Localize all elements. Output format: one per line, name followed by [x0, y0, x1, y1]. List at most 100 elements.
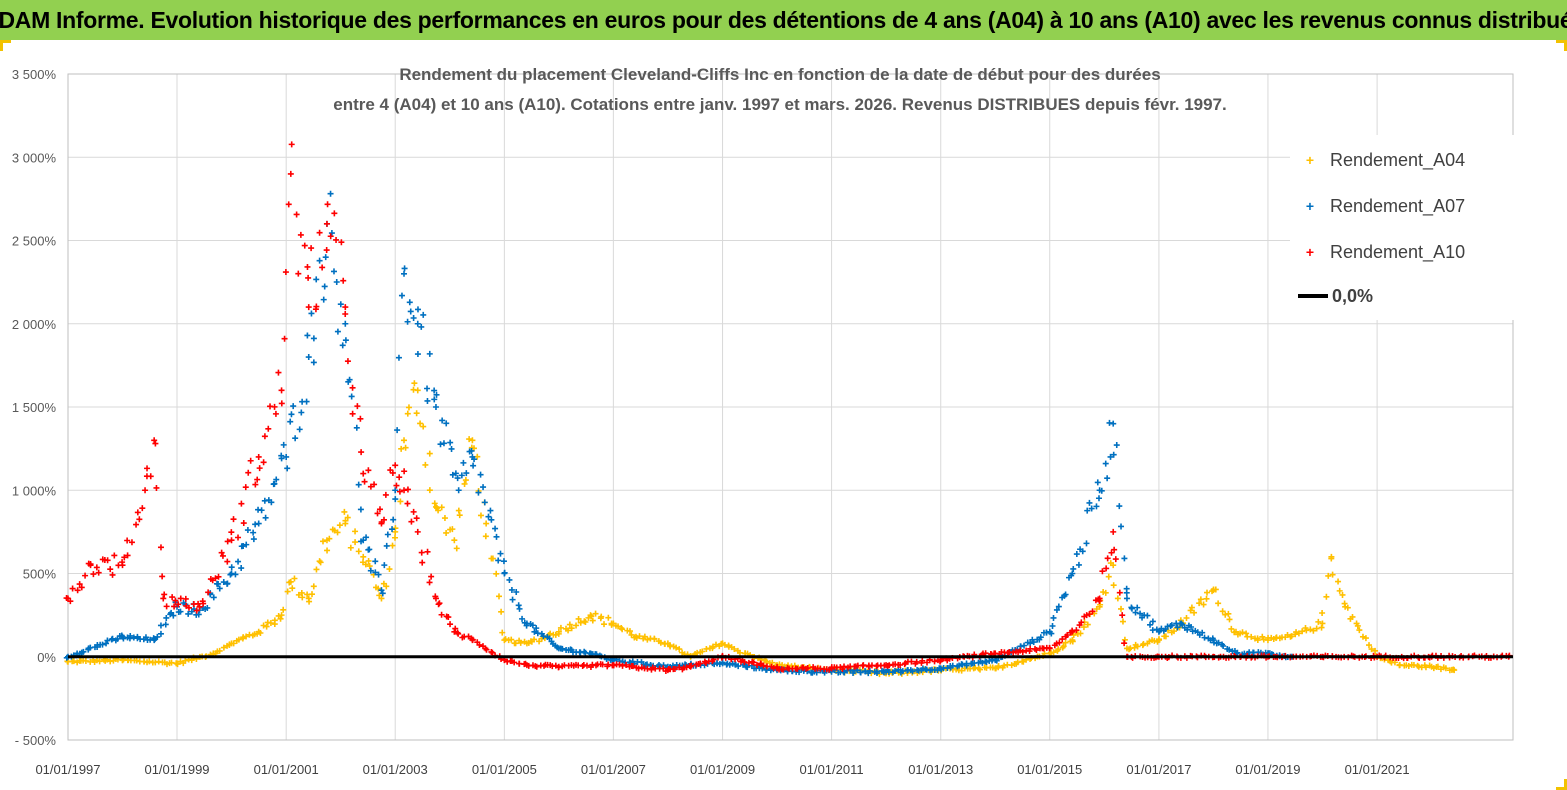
scatter-point: [1116, 503, 1123, 510]
scatter-point: [319, 538, 326, 545]
scatter-point: [1033, 647, 1040, 654]
scatter-point: [240, 520, 247, 527]
scatter-point: [408, 518, 415, 525]
scatter-point: [185, 604, 192, 611]
scatter-point: [431, 396, 438, 403]
scatter-point: [741, 658, 748, 665]
scatter-point: [1295, 630, 1302, 637]
scatter-point: [573, 622, 580, 629]
scatter-point: [275, 369, 282, 376]
scatter-point: [492, 525, 499, 532]
scatter-point: [292, 435, 299, 442]
scatter-point: [80, 648, 87, 655]
data-point: [401, 270, 408, 277]
y-tick-label: 3 000%: [12, 150, 57, 165]
scatter-point: [1450, 666, 1457, 673]
scatter-point: [718, 640, 725, 647]
scatter-point: [449, 526, 456, 533]
scatter-point: [419, 559, 426, 566]
scatter-point: [1215, 639, 1222, 646]
scatter-point: [1215, 600, 1222, 607]
scatter-point: [673, 644, 680, 651]
scatter-point: [1204, 589, 1211, 596]
scatter-point: [463, 470, 470, 477]
scatter-point: [1083, 540, 1090, 547]
data-point: [360, 553, 367, 560]
scatter-point: [1084, 621, 1091, 628]
data-point: [401, 437, 408, 444]
scatter-point: [1050, 614, 1057, 621]
y-tick-label: 3 500%: [12, 67, 57, 82]
scatter-point: [299, 594, 306, 601]
scatter-point: [1108, 549, 1115, 556]
scatter-point: [641, 633, 648, 640]
scatter-point: [1191, 609, 1198, 616]
scatter-point: [508, 586, 515, 593]
scatter-point: [1055, 603, 1062, 610]
scatter-point: [291, 575, 298, 582]
scatter-point: [381, 562, 388, 569]
scatter-point: [1284, 631, 1291, 638]
scatter-point: [407, 308, 414, 315]
scatter-point: [268, 499, 275, 506]
scatter-point: [1366, 642, 1372, 649]
scatter-point: [349, 410, 356, 417]
scatter-point: [439, 417, 446, 424]
data-point: [432, 404, 439, 410]
x-tick-label: 01/01/2019: [1235, 762, 1300, 777]
scatter-point: [348, 393, 355, 400]
line-icon: [1298, 294, 1328, 298]
scatter-point: [1134, 643, 1141, 650]
scatter-point: [136, 516, 143, 523]
scatter-point: [287, 418, 294, 425]
scatter-point: [342, 311, 349, 318]
scatter-point: [361, 478, 368, 485]
scatter-point: [460, 459, 467, 466]
scatter-point: [252, 521, 259, 528]
plus-icon: +: [1305, 198, 1315, 214]
scatter-point: [220, 644, 227, 651]
scatter-point: [1339, 591, 1346, 598]
scatter-point: [554, 644, 561, 651]
scatter-point: [358, 449, 365, 456]
scatter-point: [475, 489, 482, 496]
scatter-point: [82, 657, 89, 664]
scatter-point: [546, 635, 553, 642]
scatter-point: [157, 622, 164, 629]
x-tick-label: 01/01/2007: [581, 762, 646, 777]
scatter-point: [1319, 609, 1326, 616]
scatter-point: [750, 659, 757, 666]
scatter-point: [744, 664, 751, 671]
scatter-point: [218, 549, 225, 556]
scatter-point: [813, 669, 820, 676]
scatter-point: [404, 318, 411, 325]
scatter-point: [1222, 611, 1229, 618]
scatter-point: [402, 444, 409, 451]
scatter-point: [82, 572, 89, 579]
scatter-point: [367, 567, 374, 574]
scatter-point: [605, 614, 612, 621]
scatter-point: [963, 662, 970, 669]
scatter-point: [1260, 636, 1267, 643]
scatter-point: [175, 601, 182, 608]
scatter-point: [1107, 560, 1114, 567]
scatter-point: [1170, 628, 1177, 635]
scatter-point: [516, 605, 523, 612]
scatter-point: [1121, 555, 1128, 562]
x-tick-label: 01/01/2015: [1017, 762, 1082, 777]
scatter-point: [431, 387, 438, 394]
report-banner: ADAM Informe. Evolution historique des p…: [0, 0, 1567, 40]
scatter-point: [308, 245, 315, 252]
scatter-point: [316, 229, 323, 236]
chart-axis-labels: - 500% 0% 500% 1 000% 1 500% 2 000% 2 500% 3 00…: [12, 67, 1410, 777]
scatter-point: [282, 269, 289, 276]
scatter-point: [699, 648, 706, 655]
scatter-point: [104, 637, 111, 644]
scatter-point: [688, 662, 695, 669]
scatter-point: [1168, 622, 1175, 629]
scatter-point: [337, 301, 344, 308]
scatter-point: [1123, 589, 1130, 596]
scatter-point: [466, 436, 473, 443]
scatter-point: [1254, 637, 1261, 644]
scatter-point: [456, 512, 463, 519]
